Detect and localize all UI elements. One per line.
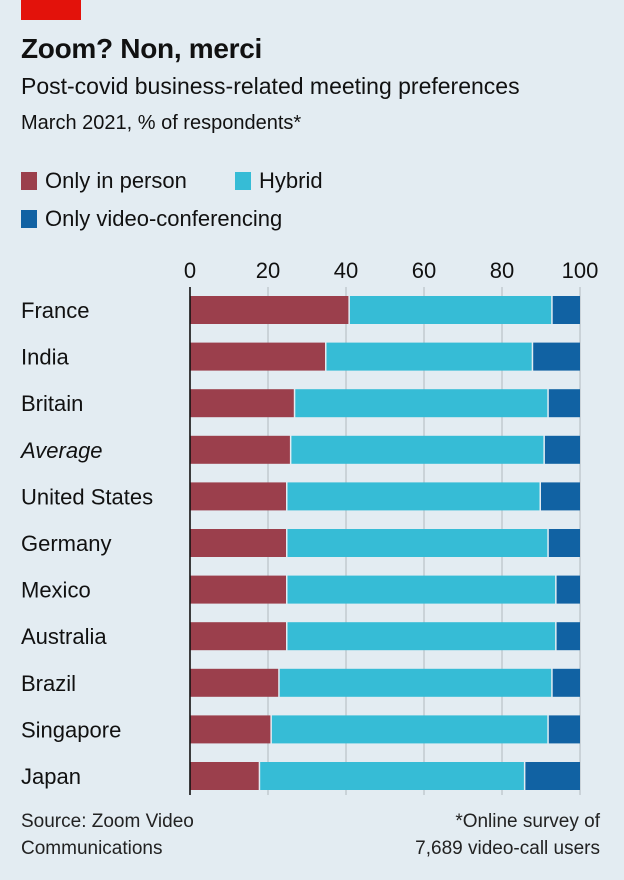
category-label: Brazil <box>21 671 76 696</box>
x-tick-label: 0 <box>184 258 196 283</box>
legend-label: Only in person <box>45 168 187 193</box>
chart-units-note: March 2021, % of respondents* <box>21 112 302 134</box>
x-tick-label: 20 <box>256 258 280 283</box>
bar-only-in-person <box>190 342 325 371</box>
bar-only-video-conferencing <box>525 762 580 790</box>
category-label: Australia <box>21 624 107 649</box>
bar-only-video-conferencing <box>548 529 580 557</box>
category-label: France <box>21 298 89 323</box>
category-label: Singapore <box>21 717 121 742</box>
category-label: United States <box>21 484 153 509</box>
bar-hybrid <box>287 622 556 651</box>
bar-hybrid <box>326 342 532 371</box>
bar-only-in-person <box>190 435 290 464</box>
bar-only-in-person <box>190 668 279 697</box>
source-line-1: Source: Zoom Video <box>21 811 194 832</box>
bar-only-video-conferencing <box>556 575 580 604</box>
bar-hybrid <box>291 435 544 464</box>
brand-red-tag <box>21 0 81 20</box>
footnote-line-1: *Online survey of <box>455 811 600 832</box>
source-line-2: Communications <box>21 838 163 859</box>
legend-swatch-video <box>21 210 37 228</box>
bar-only-in-person <box>190 389 294 418</box>
category-label: Mexico <box>21 578 91 603</box>
x-tick-label: 80 <box>490 258 514 283</box>
bar-only-in-person <box>190 622 286 651</box>
x-tick-label: 100 <box>562 258 599 283</box>
bar-hybrid <box>349 296 552 324</box>
legend-swatch-in-person <box>21 172 37 190</box>
bar-hybrid <box>287 482 540 511</box>
bar-only-in-person <box>190 575 286 604</box>
bar-only-in-person <box>190 482 286 511</box>
bar-only-in-person <box>190 715 271 744</box>
bar-hybrid <box>295 389 548 418</box>
bar-only-in-person <box>190 762 259 790</box>
bar-only-video-conferencing <box>548 389 580 418</box>
category-label: Average <box>19 438 103 463</box>
legend-item-hybrid: Hybrid <box>235 168 323 194</box>
category-label: Britain <box>21 391 83 416</box>
x-tick-label: 40 <box>334 258 358 283</box>
x-tick-label: 60 <box>412 258 436 283</box>
footnote-line-2: 7,689 video-call users <box>415 838 600 859</box>
bar-only-in-person <box>190 296 349 324</box>
bar-only-video-conferencing <box>552 296 580 324</box>
bar-only-in-person <box>190 529 286 557</box>
legend-item-in-person: Only in person <box>21 168 187 194</box>
legend-label: Only video-conferencing <box>45 206 283 231</box>
survey-footnote: *Online survey of 7,689 video-call users <box>415 808 600 862</box>
legend-swatch-hybrid <box>235 172 251 190</box>
bar-only-video-conferencing <box>544 435 580 464</box>
category-label: India <box>21 345 69 370</box>
source-note: Source: Zoom Video Communications <box>21 808 194 862</box>
bar-hybrid <box>271 715 548 744</box>
bar-hybrid <box>287 529 548 557</box>
bar-only-video-conferencing <box>533 342 580 371</box>
bar-hybrid <box>279 668 552 697</box>
bar-only-video-conferencing <box>556 622 580 651</box>
legend-label: Hybrid <box>259 168 323 193</box>
bar-hybrid <box>260 762 524 790</box>
bar-only-video-conferencing <box>541 482 580 511</box>
legend-item-video: Only video-conferencing <box>21 206 282 232</box>
bar-only-video-conferencing <box>548 715 580 744</box>
bar-only-video-conferencing <box>552 668 580 697</box>
category-label: Japan <box>21 764 81 789</box>
bar-hybrid <box>287 575 556 604</box>
category-label: Germany <box>21 531 111 556</box>
chart-title: Zoom? Non, merci <box>21 33 262 64</box>
chart-subtitle: Post-covid business-related meeting pref… <box>21 73 520 99</box>
